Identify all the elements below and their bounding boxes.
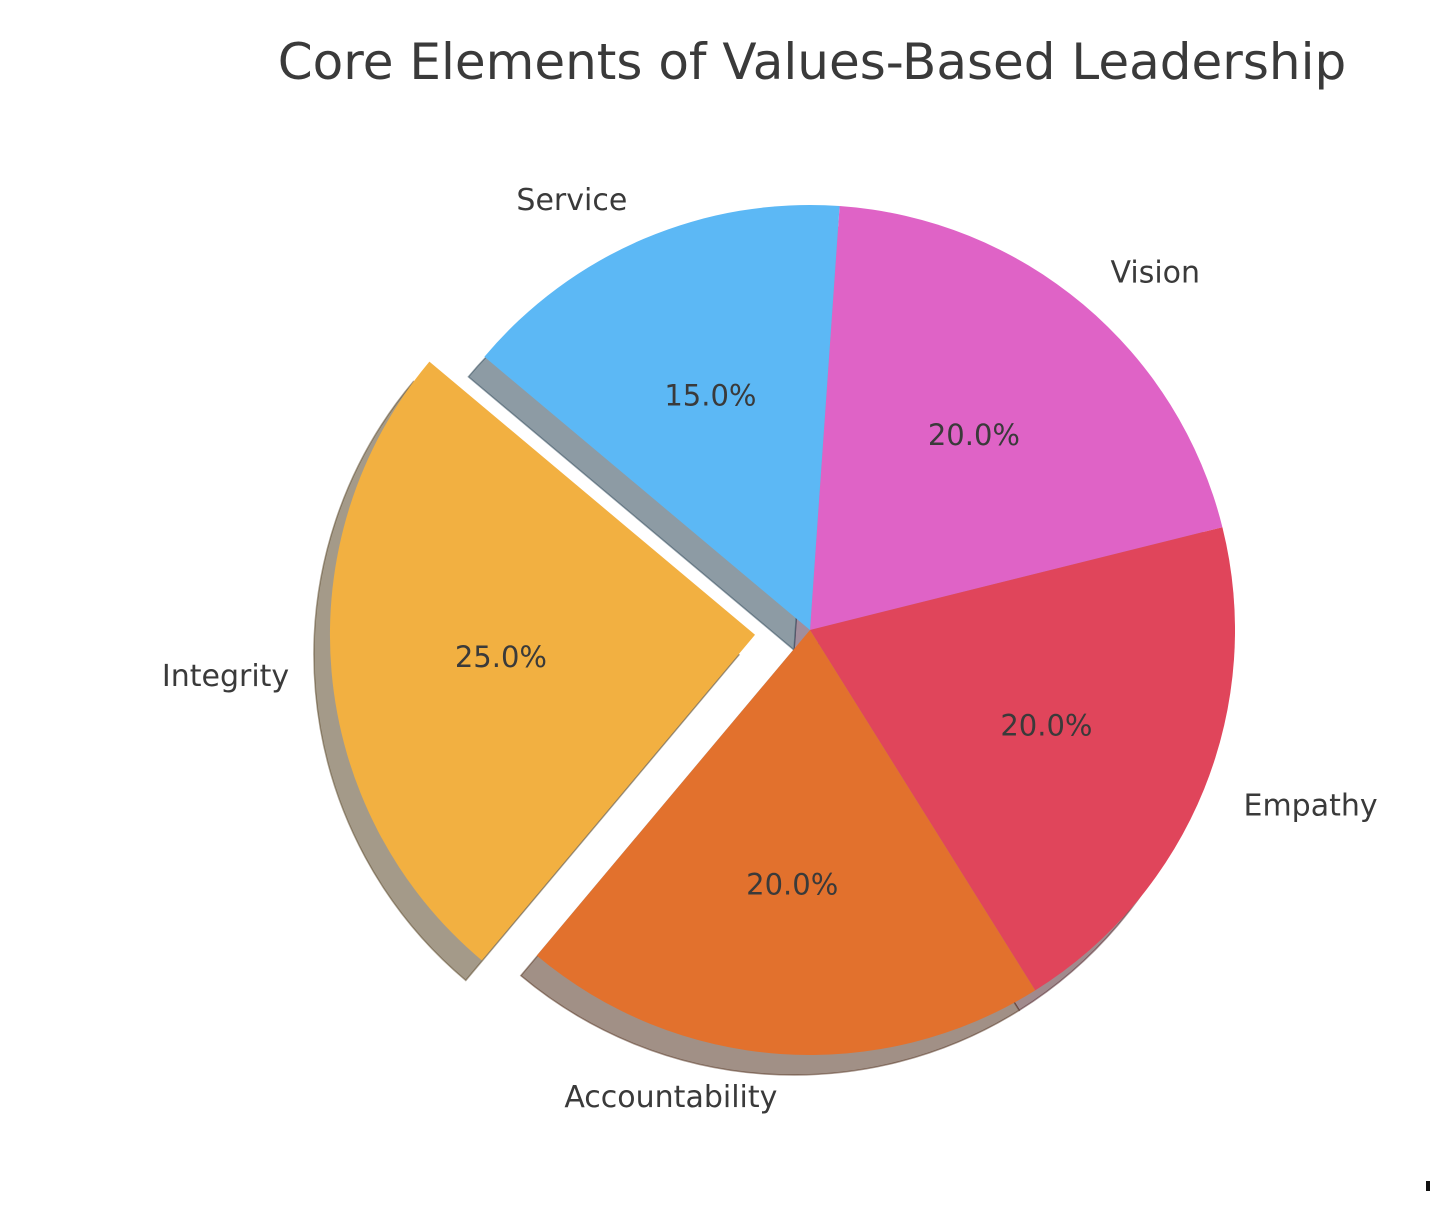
cursor-artifact — [1426, 1181, 1430, 1191]
pct-label-vision: 20.0% — [928, 418, 1020, 452]
pie-slice-service — [484, 204, 840, 631]
pct-label-service: 15.0% — [664, 378, 756, 412]
slice-label-service: Service — [516, 183, 627, 218]
pie-slice-layer — [329, 204, 1236, 1056]
pie-slice-vision — [810, 206, 1223, 630]
pct-label-accountability: 20.0% — [746, 868, 838, 902]
pie-slice-integrity — [329, 361, 755, 961]
slice-label-empathy: Empathy — [1244, 789, 1378, 824]
pct-label-empathy: 20.0% — [1000, 709, 1092, 743]
pct-label-integrity: 25.0% — [455, 640, 547, 674]
pie-text-layer: 20.0% Vision 20.0% Empathy 20.0% Accountabili… — [162, 183, 1378, 1115]
slice-label-accountability: Accountability — [564, 1080, 777, 1115]
slice-label-vision: Vision — [1111, 255, 1201, 290]
chart-title: Core Elements of Values-Based Leadership — [277, 33, 1347, 91]
pie-slice-accountability — [536, 630, 1036, 1056]
slice-label-integrity: Integrity — [162, 659, 289, 694]
pie-slice-empathy — [810, 527, 1236, 991]
